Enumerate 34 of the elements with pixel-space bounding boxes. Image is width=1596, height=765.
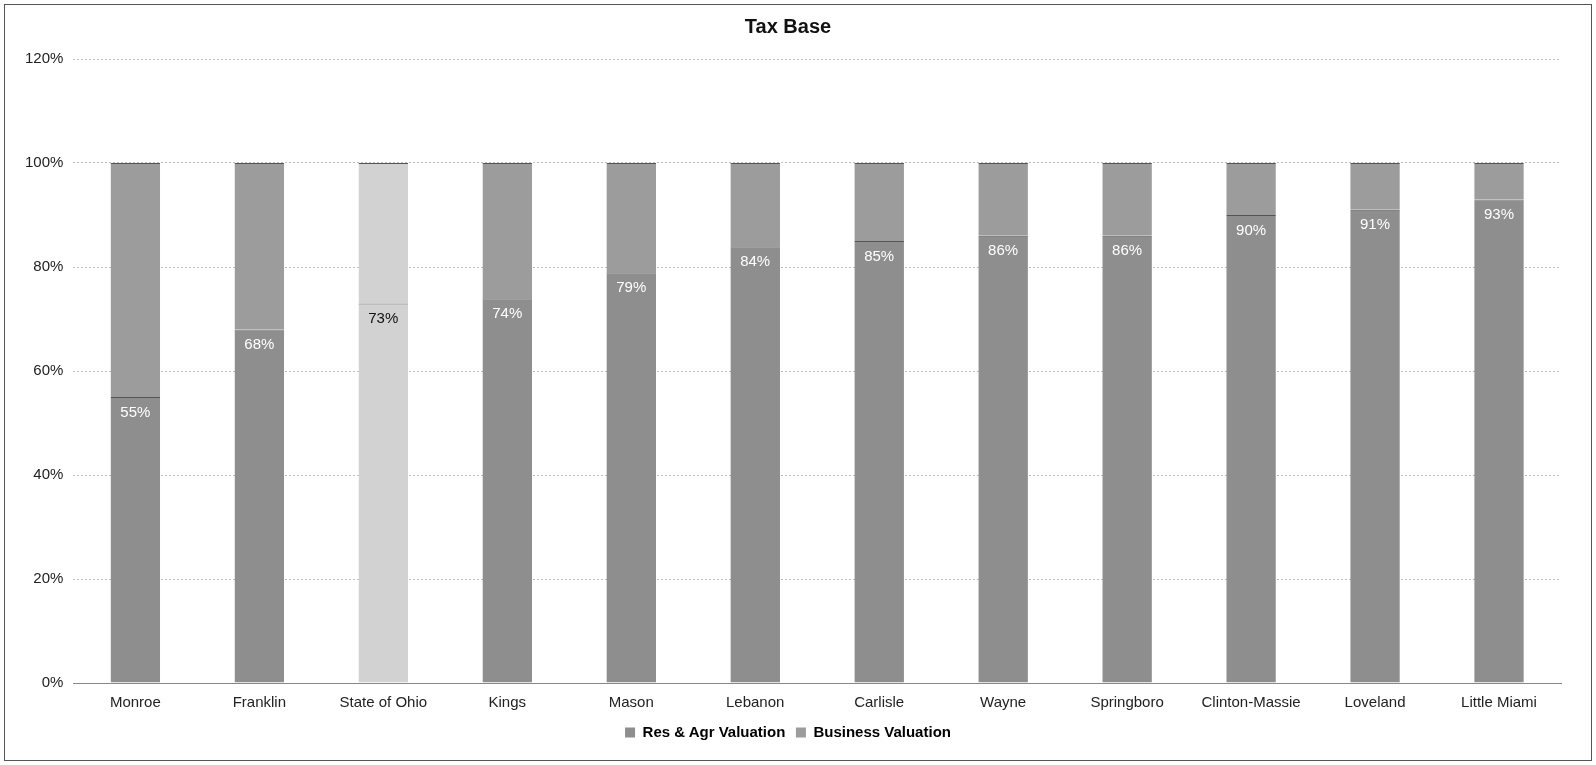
data-label: 86% — [1112, 241, 1143, 259]
x-tick-label: Loveland — [1344, 693, 1406, 711]
x-tick-label: Kings — [488, 693, 527, 711]
chart-title: Tax Base — [744, 14, 832, 37]
x-tick-label: Mason — [608, 693, 654, 711]
data-label: 79% — [616, 277, 647, 295]
x-tick-label: State of Ohio — [339, 693, 428, 711]
x-tick-label: Franklin — [232, 693, 286, 711]
y-tick-label: 60% — [33, 361, 64, 379]
x-tick-label: Wayne — [980, 693, 1027, 711]
y-tick-label: 20% — [33, 569, 64, 587]
x-tick-label: Lebanon — [725, 693, 785, 711]
y-tick-label: 100% — [24, 153, 64, 171]
data-label: 73% — [368, 309, 399, 327]
data-label: 90% — [1236, 220, 1267, 238]
data-label: 74% — [492, 303, 523, 321]
data-label: 84% — [740, 251, 771, 269]
y-tick-label: 120% — [24, 49, 64, 67]
y-tick-label: 0% — [41, 673, 64, 691]
legend-label: Business Valuation — [813, 722, 951, 740]
y-tick-label: 80% — [33, 257, 64, 275]
x-tick-label: Springboro — [1090, 693, 1164, 711]
data-label: 91% — [1360, 215, 1391, 233]
data-label: 93% — [1484, 205, 1515, 223]
data-label: 55% — [120, 402, 151, 420]
y-tick-label: 40% — [33, 465, 64, 483]
data-label: 86% — [988, 241, 1019, 259]
legend-label: Res & Agr Valuation — [642, 722, 786, 740]
x-tick-label: Clinton-Massie — [1201, 693, 1301, 711]
data-label: 68% — [244, 335, 275, 353]
x-tick-label: Little Miami — [1461, 693, 1537, 711]
x-tick-label: Carlisle — [854, 693, 905, 711]
x-tick-label: Monroe — [109, 693, 161, 711]
data-label: 85% — [864, 246, 895, 264]
